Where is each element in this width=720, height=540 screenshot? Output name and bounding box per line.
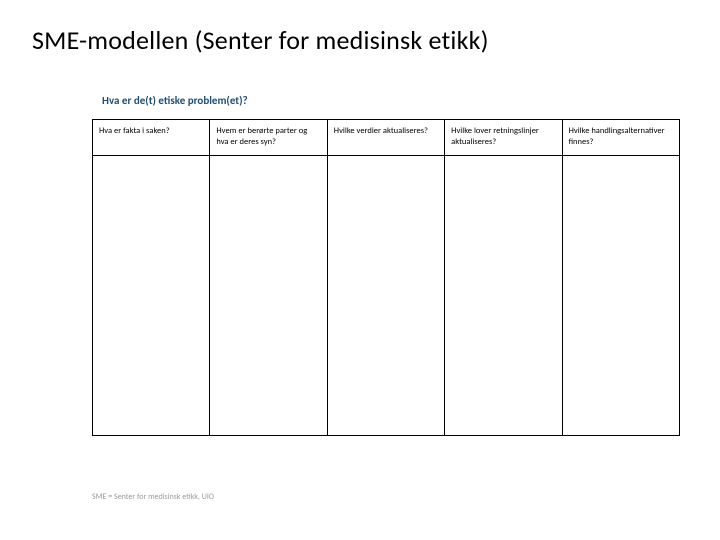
cell-1 xyxy=(210,156,327,436)
table-wrapper: Hva er fakta i saken? Hvem er berørte pa… xyxy=(92,119,680,436)
table-header-row: Hva er fakta i saken? Hvem er berørte pa… xyxy=(93,120,680,156)
sme-table: Hva er fakta i saken? Hvem er berørte pa… xyxy=(92,119,680,436)
cell-3 xyxy=(445,156,562,436)
cell-4 xyxy=(562,156,679,436)
col-header-2: Hvilke verdier aktualiseres? xyxy=(327,120,444,156)
col-header-1: Hvem er berørte parter og hva er deres s… xyxy=(210,120,327,156)
table-body-row xyxy=(93,156,680,436)
footer-note: SME = Senter for medisinsk etikk, UiO xyxy=(92,492,214,502)
col-header-3: Hvilke lover retningslinjer aktualiseres… xyxy=(445,120,562,156)
cell-0 xyxy=(93,156,210,436)
col-header-4: Hvilke handlingsalternativer finnes? xyxy=(562,120,679,156)
question-header: Hva er de(t) etiske problem(et)? xyxy=(102,94,688,107)
cell-2 xyxy=(327,156,444,436)
slide-title: SME-modellen (Senter for medisinsk etikk… xyxy=(32,24,688,56)
col-header-0: Hva er fakta i saken? xyxy=(93,120,210,156)
